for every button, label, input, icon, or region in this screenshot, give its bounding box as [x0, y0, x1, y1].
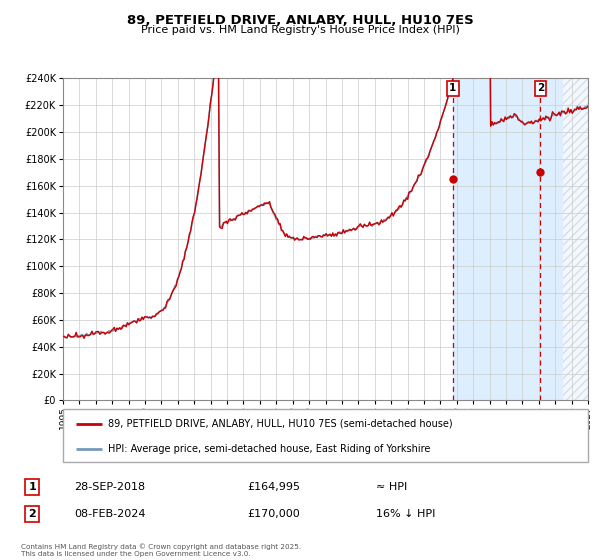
Text: 89, PETFIELD DRIVE, ANLABY, HULL, HU10 7ES: 89, PETFIELD DRIVE, ANLABY, HULL, HU10 7… — [127, 14, 473, 27]
Text: HPI: Average price, semi-detached house, East Riding of Yorkshire: HPI: Average price, semi-detached house,… — [107, 444, 430, 454]
Text: 16% ↓ HPI: 16% ↓ HPI — [376, 509, 435, 519]
Text: ≈ HPI: ≈ HPI — [376, 482, 407, 492]
Text: £164,995: £164,995 — [247, 482, 300, 492]
Text: 08-FEB-2024: 08-FEB-2024 — [74, 509, 146, 519]
Text: Price paid vs. HM Land Registry's House Price Index (HPI): Price paid vs. HM Land Registry's House … — [140, 25, 460, 35]
Text: 1: 1 — [28, 482, 36, 492]
Bar — [452, 78, 588, 400]
Text: 2: 2 — [537, 83, 544, 93]
Text: 28-SEP-2018: 28-SEP-2018 — [74, 482, 145, 492]
Text: 89, PETFIELD DRIVE, ANLABY, HULL, HU10 7ES (semi-detached house): 89, PETFIELD DRIVE, ANLABY, HULL, HU10 7… — [107, 419, 452, 429]
Bar — [563, 78, 588, 400]
Text: £170,000: £170,000 — [247, 509, 300, 519]
Text: Contains HM Land Registry data © Crown copyright and database right 2025.
This d: Contains HM Land Registry data © Crown c… — [21, 544, 301, 557]
Text: 1: 1 — [449, 83, 456, 93]
FancyBboxPatch shape — [63, 409, 588, 462]
Text: 2: 2 — [28, 509, 36, 519]
